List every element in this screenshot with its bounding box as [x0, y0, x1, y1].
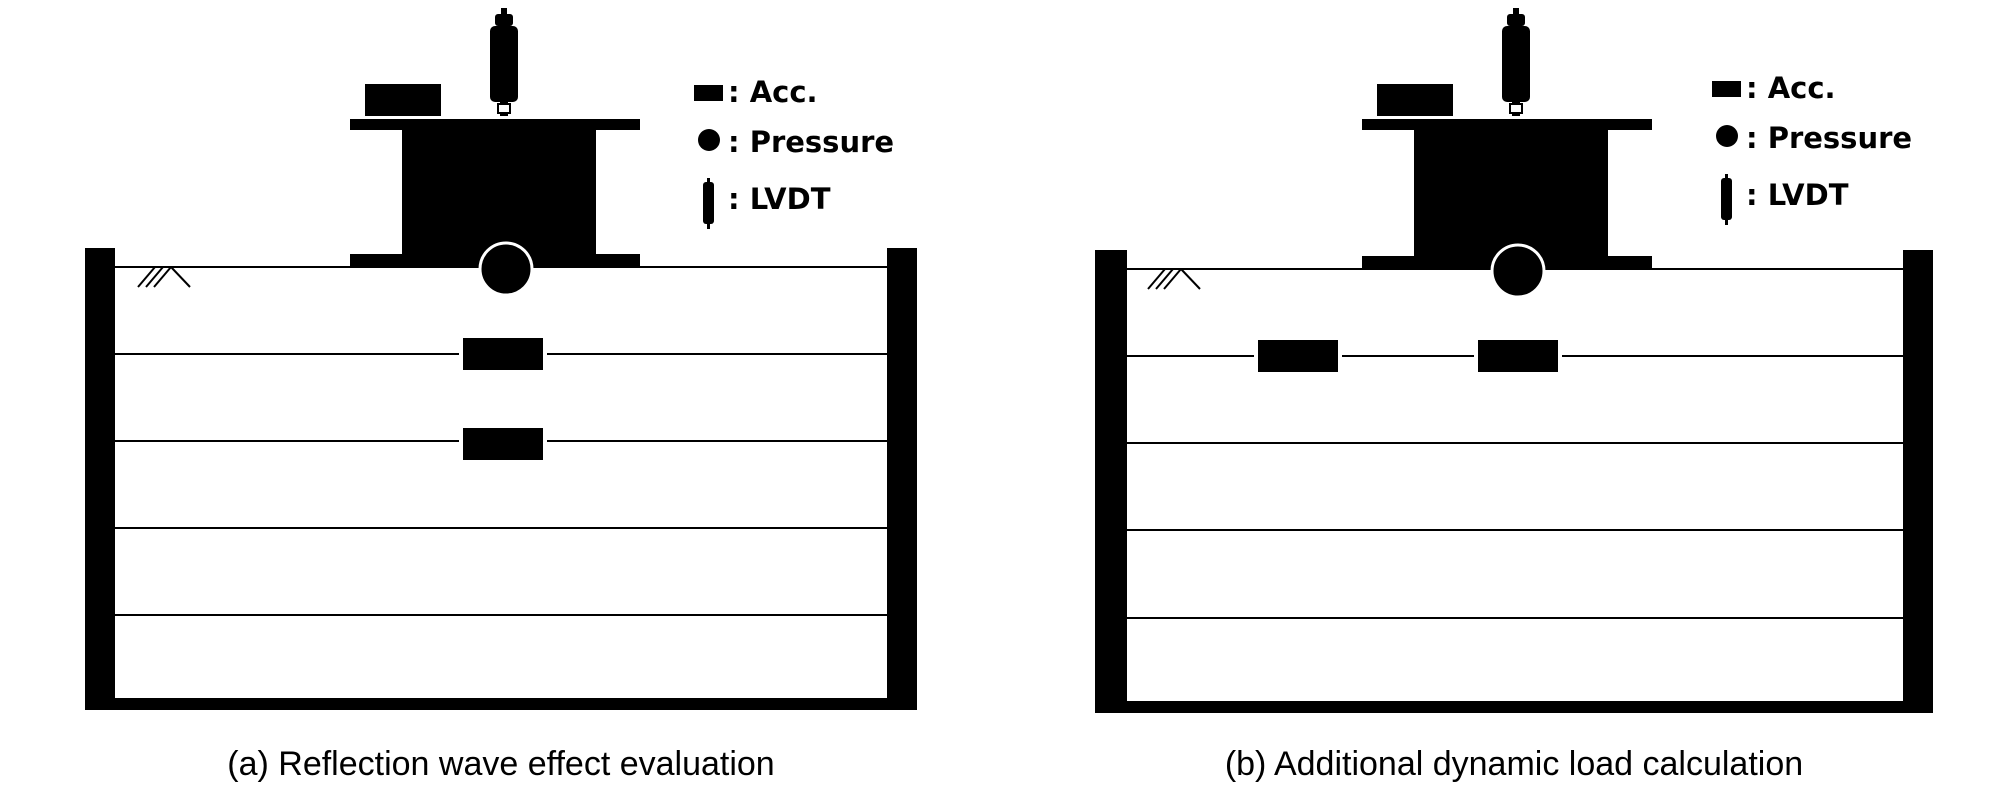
box-left-wall	[85, 248, 115, 708]
lvdt-sensor-icon	[490, 8, 518, 116]
lvdt-sensor-icon	[1502, 8, 1530, 116]
panel-b: : Acc. : Pressure : LVDT (b) Additional …	[1095, 8, 1933, 783]
frame-body	[1414, 119, 1608, 263]
legend-pressure-label: : Pressure	[1746, 121, 1912, 155]
ground-hatch-icon	[1147, 268, 1201, 290]
legend-lvdt-label: : LVDT	[1746, 178, 1849, 212]
panel-a: : Acc. : Pressure : LVDT (a) Reflection …	[85, 8, 917, 783]
legend-lvdt-label: : LVDT	[728, 182, 831, 216]
legend: : Acc. : Pressure : LVDT	[694, 75, 894, 229]
acc-sensor-icon	[459, 334, 547, 374]
legend-pressure-label: : Pressure	[728, 125, 894, 159]
soil-box	[85, 248, 917, 710]
legend-acc-icon	[694, 85, 723, 101]
box-bottom	[1095, 701, 1933, 713]
panel-b-caption: (b) Additional dynamic load calculation	[1225, 745, 1803, 783]
accelerometer-on-frame	[1362, 84, 1462, 128]
sensor-bracket	[350, 121, 450, 128]
ground-hatch-icon	[137, 266, 191, 288]
pressure-sensor-icon	[478, 241, 534, 297]
legend-pressure-icon	[698, 129, 720, 151]
legend-pressure-icon	[1716, 125, 1738, 147]
box-left-wall	[1095, 250, 1127, 710]
legend: : Acc. : Pressure : LVDT	[1712, 71, 1912, 225]
acc-sensor-icon	[365, 84, 441, 116]
legend-acc-label: : Acc.	[728, 75, 818, 109]
legend-acc-label: : Acc.	[1746, 71, 1836, 105]
acc-sensor-icon	[1377, 84, 1453, 116]
legend-lvdt-icon	[1721, 174, 1732, 225]
acc-sensor-icon	[1474, 336, 1562, 376]
frame-body	[402, 119, 596, 261]
loading-frame	[1362, 119, 1652, 268]
accelerometer-on-frame	[350, 84, 450, 128]
soil-box	[1095, 250, 1933, 713]
box-right-wall	[887, 248, 917, 708]
sensor-bracket	[1362, 121, 1462, 128]
acc-sensor-icon	[1254, 336, 1342, 376]
pressure-sensor-icon	[1490, 243, 1546, 299]
legend-lvdt-icon	[703, 178, 714, 229]
box-right-wall	[1903, 250, 1933, 710]
acc-sensor-icon	[459, 424, 547, 464]
box-bottom	[85, 698, 917, 710]
panel-a-caption: (a) Reflection wave effect evaluation	[227, 745, 774, 783]
legend-acc-icon	[1712, 81, 1741, 97]
